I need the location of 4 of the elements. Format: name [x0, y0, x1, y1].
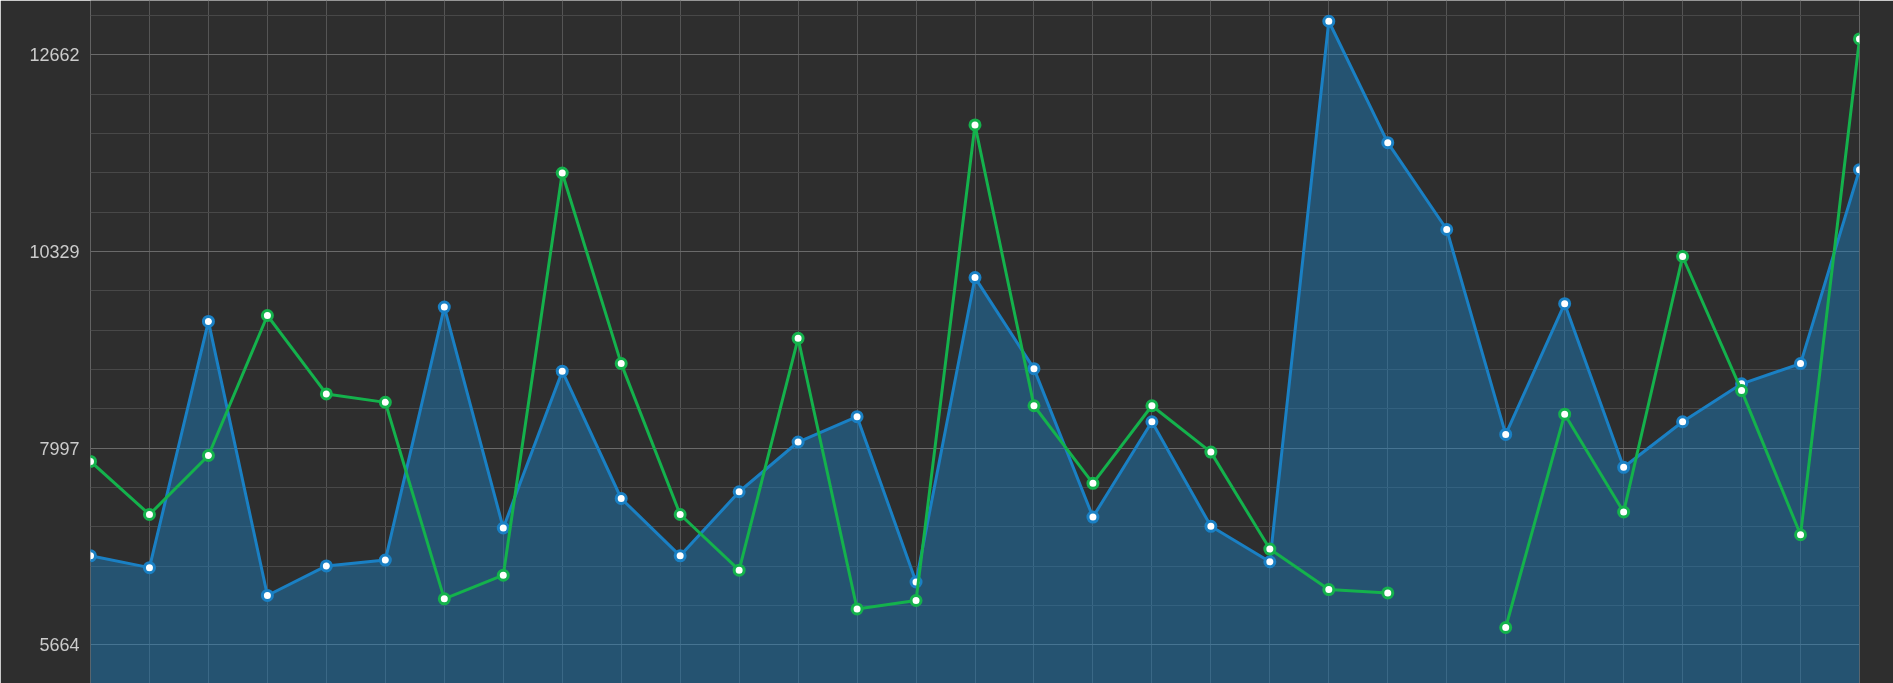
y-tick-label: 7997: [39, 438, 80, 459]
y-tick-label: 5664: [39, 635, 80, 656]
y-tick-label: 10329: [29, 242, 80, 263]
y-tick-label: 12662: [29, 45, 80, 66]
